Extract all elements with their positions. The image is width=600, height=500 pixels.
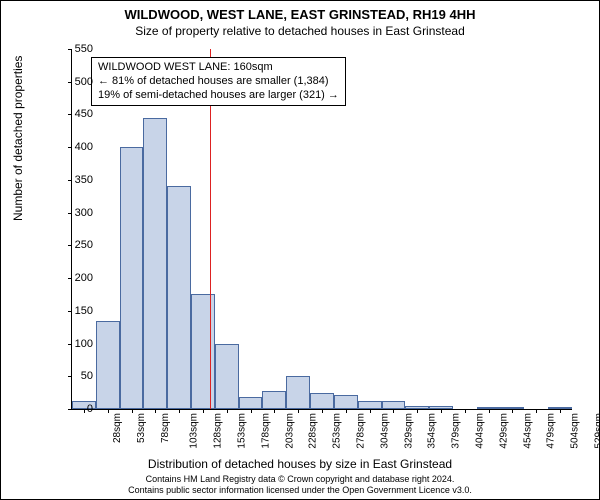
chart-title: WILDWOOD, WEST LANE, EAST GRINSTEAD, RH1… [1,7,599,22]
histogram-bar [215,344,239,409]
xtick-label: 203sqm [284,413,295,449]
annotation-line3: 19% of semi-detached houses are larger (… [98,89,339,103]
annotation-box: WILDWOOD WEST LANE: 160sqm ← 81% of deta… [91,57,346,106]
xtick-mark [441,409,442,413]
xtick-mark [251,409,252,413]
xtick-mark [417,409,418,413]
xtick-label: 278sqm [356,413,367,449]
histogram-bar [382,401,406,409]
attribution-line2: Contains public sector information licen… [1,485,599,496]
histogram-bar [191,294,215,409]
histogram-bar [262,391,286,409]
y-axis-label: Number of detached properties [11,56,25,221]
ytick-label: 50 [63,370,93,382]
xtick-mark [393,409,394,413]
xtick-mark [179,409,180,413]
ytick-label: 450 [63,108,93,120]
ytick-label: 350 [63,174,93,186]
xtick-label: 53sqm [136,413,147,443]
xtick-mark [370,409,371,413]
ytick-label: 150 [63,305,93,317]
histogram-bar [239,397,263,409]
ytick-label: 300 [63,207,93,219]
xtick-label: 103sqm [189,413,200,449]
ytick-label: 550 [63,43,93,55]
ytick-label: 0 [63,403,93,415]
xtick-label: 479sqm [546,413,557,449]
xtick-label: 304sqm [379,413,390,449]
attribution-line1: Contains HM Land Registry data © Crown c… [1,474,599,485]
xtick-mark [489,409,490,413]
histogram-bar [96,321,120,409]
xtick-mark [536,409,537,413]
xtick-label: 379sqm [451,413,462,449]
annotation-line1: WILDWOOD WEST LANE: 160sqm [98,61,339,75]
xtick-label: 78sqm [160,413,171,443]
ytick-label: 500 [63,76,93,88]
xtick-label: 253sqm [332,413,343,449]
histogram-bar [358,401,382,409]
annotation-line2: ← 81% of detached houses are smaller (1,… [98,75,339,89]
histogram-bar [143,118,167,409]
xtick-label: 354sqm [427,413,438,449]
chart-container: WILDWOOD, WEST LANE, EAST GRINSTEAD, RH1… [0,0,600,500]
xtick-mark [560,409,561,413]
xtick-label: 228sqm [308,413,319,449]
xtick-label: 178sqm [260,413,271,449]
xtick-label: 404sqm [475,413,486,449]
histogram-bar [310,393,334,409]
ytick-label: 400 [63,141,93,153]
ytick-label: 100 [63,338,93,350]
xtick-label: 529sqm [594,413,600,449]
xtick-label: 504sqm [570,413,581,449]
xtick-mark [108,409,109,413]
xtick-mark [322,409,323,413]
x-axis-label: Distribution of detached houses by size … [1,457,599,471]
ytick-label: 200 [63,272,93,284]
xtick-label: 429sqm [498,413,509,449]
xtick-mark [512,409,513,413]
histogram-bar [167,186,191,409]
attribution: Contains HM Land Registry data © Crown c… [1,474,599,496]
chart-area: 28sqm53sqm78sqm103sqm128sqm153sqm178sqm2… [71,49,571,409]
xtick-mark [227,409,228,413]
xtick-label: 454sqm [522,413,533,449]
xtick-label: 28sqm [112,413,123,443]
xtick-label: 153sqm [237,413,248,449]
ytick-label: 250 [63,239,93,251]
xtick-mark [298,409,299,413]
histogram-bar [120,147,144,409]
xtick-mark [132,409,133,413]
xtick-label: 329sqm [403,413,414,449]
xtick-mark [274,409,275,413]
xtick-label: 128sqm [213,413,224,449]
chart-subtitle: Size of property relative to detached ho… [1,24,599,38]
xtick-mark [155,409,156,413]
xtick-mark [346,409,347,413]
xtick-mark [203,409,204,413]
histogram-bar [286,376,310,409]
histogram-bar [334,395,358,409]
xtick-mark [465,409,466,413]
